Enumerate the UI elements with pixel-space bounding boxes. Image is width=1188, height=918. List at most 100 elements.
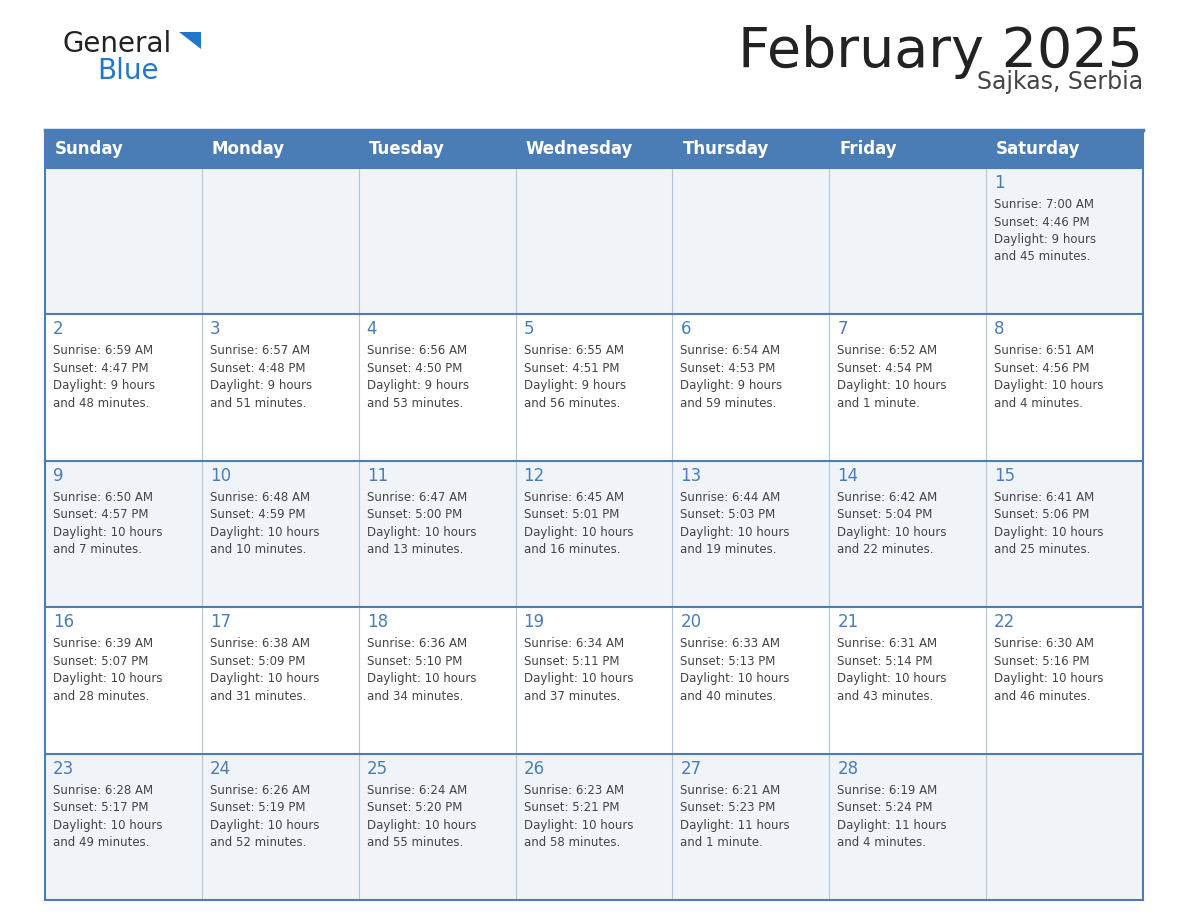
Bar xyxy=(829,607,986,754)
Text: Sunset: 5:06 PM: Sunset: 5:06 PM xyxy=(994,509,1089,521)
Text: 17: 17 xyxy=(210,613,230,632)
Text: 26: 26 xyxy=(524,759,544,778)
Text: Sunset: 5:01 PM: Sunset: 5:01 PM xyxy=(524,509,619,521)
Text: Sunset: 5:16 PM: Sunset: 5:16 PM xyxy=(994,655,1089,667)
Text: 6: 6 xyxy=(681,320,691,339)
Text: 10: 10 xyxy=(210,466,230,485)
Text: Sunset: 4:57 PM: Sunset: 4:57 PM xyxy=(53,509,148,521)
Bar xyxy=(45,130,202,168)
Text: Daylight: 10 hours: Daylight: 10 hours xyxy=(367,526,476,539)
Text: Daylight: 10 hours: Daylight: 10 hours xyxy=(53,526,163,539)
Bar xyxy=(516,168,672,314)
Text: Daylight: 10 hours: Daylight: 10 hours xyxy=(53,819,163,832)
Bar xyxy=(45,314,202,461)
Text: Sunset: 5:24 PM: Sunset: 5:24 PM xyxy=(838,801,933,814)
Bar xyxy=(359,607,516,754)
Text: 14: 14 xyxy=(838,466,859,485)
Text: Daylight: 10 hours: Daylight: 10 hours xyxy=(210,819,320,832)
Text: 13: 13 xyxy=(681,466,702,485)
Text: 9: 9 xyxy=(53,466,63,485)
Text: Sunrise: 6:33 AM: Sunrise: 6:33 AM xyxy=(681,637,781,650)
Text: Daylight: 9 hours: Daylight: 9 hours xyxy=(367,379,469,392)
Bar xyxy=(986,130,1143,168)
Text: Thursday: Thursday xyxy=(682,140,769,158)
Bar xyxy=(516,314,672,461)
Text: 4: 4 xyxy=(367,320,378,339)
Bar xyxy=(516,461,672,607)
Bar xyxy=(986,607,1143,754)
Text: Sunrise: 6:23 AM: Sunrise: 6:23 AM xyxy=(524,784,624,797)
Bar xyxy=(516,130,672,168)
Text: Sunrise: 6:47 AM: Sunrise: 6:47 AM xyxy=(367,491,467,504)
Text: Sunset: 4:54 PM: Sunset: 4:54 PM xyxy=(838,362,933,375)
Text: Sunrise: 6:44 AM: Sunrise: 6:44 AM xyxy=(681,491,781,504)
Text: Daylight: 10 hours: Daylight: 10 hours xyxy=(524,672,633,685)
Text: Sunrise: 6:30 AM: Sunrise: 6:30 AM xyxy=(994,637,1094,650)
Text: 25: 25 xyxy=(367,759,387,778)
Text: Daylight: 10 hours: Daylight: 10 hours xyxy=(524,526,633,539)
Text: Tuesday: Tuesday xyxy=(368,140,444,158)
Text: Sunrise: 7:00 AM: Sunrise: 7:00 AM xyxy=(994,198,1094,211)
Text: Sunset: 5:13 PM: Sunset: 5:13 PM xyxy=(681,655,776,667)
Bar xyxy=(359,314,516,461)
Text: Monday: Monday xyxy=(211,140,285,158)
Text: February 2025: February 2025 xyxy=(738,25,1143,79)
Text: 2: 2 xyxy=(53,320,64,339)
Text: 19: 19 xyxy=(524,613,544,632)
Text: Sunset: 4:51 PM: Sunset: 4:51 PM xyxy=(524,362,619,375)
Text: Sunset: 5:03 PM: Sunset: 5:03 PM xyxy=(681,509,776,521)
Text: and 53 minutes.: and 53 minutes. xyxy=(367,397,463,410)
Text: Sunrise: 6:55 AM: Sunrise: 6:55 AM xyxy=(524,344,624,357)
Bar xyxy=(672,130,829,168)
Text: and 7 minutes.: and 7 minutes. xyxy=(53,543,143,556)
Text: 22: 22 xyxy=(994,613,1016,632)
Bar xyxy=(672,461,829,607)
Bar xyxy=(359,754,516,900)
Bar xyxy=(359,168,516,314)
Text: Sunset: 5:21 PM: Sunset: 5:21 PM xyxy=(524,801,619,814)
Text: 8: 8 xyxy=(994,320,1005,339)
Text: and 43 minutes.: and 43 minutes. xyxy=(838,689,934,702)
Bar xyxy=(672,168,829,314)
Text: and 1 minute.: and 1 minute. xyxy=(681,836,764,849)
Text: 3: 3 xyxy=(210,320,221,339)
Bar xyxy=(45,168,202,314)
Text: Sunrise: 6:50 AM: Sunrise: 6:50 AM xyxy=(53,491,153,504)
Text: Daylight: 10 hours: Daylight: 10 hours xyxy=(681,672,790,685)
Text: 7: 7 xyxy=(838,320,848,339)
Text: Sunset: 4:47 PM: Sunset: 4:47 PM xyxy=(53,362,148,375)
Text: Daylight: 10 hours: Daylight: 10 hours xyxy=(524,819,633,832)
Bar xyxy=(986,168,1143,314)
Text: 11: 11 xyxy=(367,466,388,485)
Text: and 1 minute.: and 1 minute. xyxy=(838,397,921,410)
Text: Sunrise: 6:39 AM: Sunrise: 6:39 AM xyxy=(53,637,153,650)
Text: and 13 minutes.: and 13 minutes. xyxy=(367,543,463,556)
Text: Sunset: 5:20 PM: Sunset: 5:20 PM xyxy=(367,801,462,814)
Text: Sunrise: 6:52 AM: Sunrise: 6:52 AM xyxy=(838,344,937,357)
Text: Sunset: 4:59 PM: Sunset: 4:59 PM xyxy=(210,509,305,521)
Bar xyxy=(986,754,1143,900)
Text: and 48 minutes.: and 48 minutes. xyxy=(53,397,150,410)
Text: Sunrise: 6:57 AM: Sunrise: 6:57 AM xyxy=(210,344,310,357)
Text: Sunrise: 6:28 AM: Sunrise: 6:28 AM xyxy=(53,784,153,797)
Text: and 4 minutes.: and 4 minutes. xyxy=(994,397,1083,410)
Text: Friday: Friday xyxy=(839,140,897,158)
Text: Daylight: 10 hours: Daylight: 10 hours xyxy=(994,526,1104,539)
Bar xyxy=(516,754,672,900)
Text: Sunrise: 6:26 AM: Sunrise: 6:26 AM xyxy=(210,784,310,797)
Text: Daylight: 10 hours: Daylight: 10 hours xyxy=(838,672,947,685)
Text: and 52 minutes.: and 52 minutes. xyxy=(210,836,307,849)
Bar xyxy=(359,461,516,607)
Text: Saturday: Saturday xyxy=(997,140,1081,158)
Text: 24: 24 xyxy=(210,759,230,778)
Text: 12: 12 xyxy=(524,466,545,485)
Text: and 19 minutes.: and 19 minutes. xyxy=(681,543,777,556)
Text: 21: 21 xyxy=(838,613,859,632)
Text: Daylight: 10 hours: Daylight: 10 hours xyxy=(367,672,476,685)
Text: Sunset: 5:10 PM: Sunset: 5:10 PM xyxy=(367,655,462,667)
Polygon shape xyxy=(179,32,201,49)
Bar xyxy=(202,607,359,754)
Text: and 56 minutes.: and 56 minutes. xyxy=(524,397,620,410)
Bar xyxy=(672,607,829,754)
Text: and 59 minutes.: and 59 minutes. xyxy=(681,397,777,410)
